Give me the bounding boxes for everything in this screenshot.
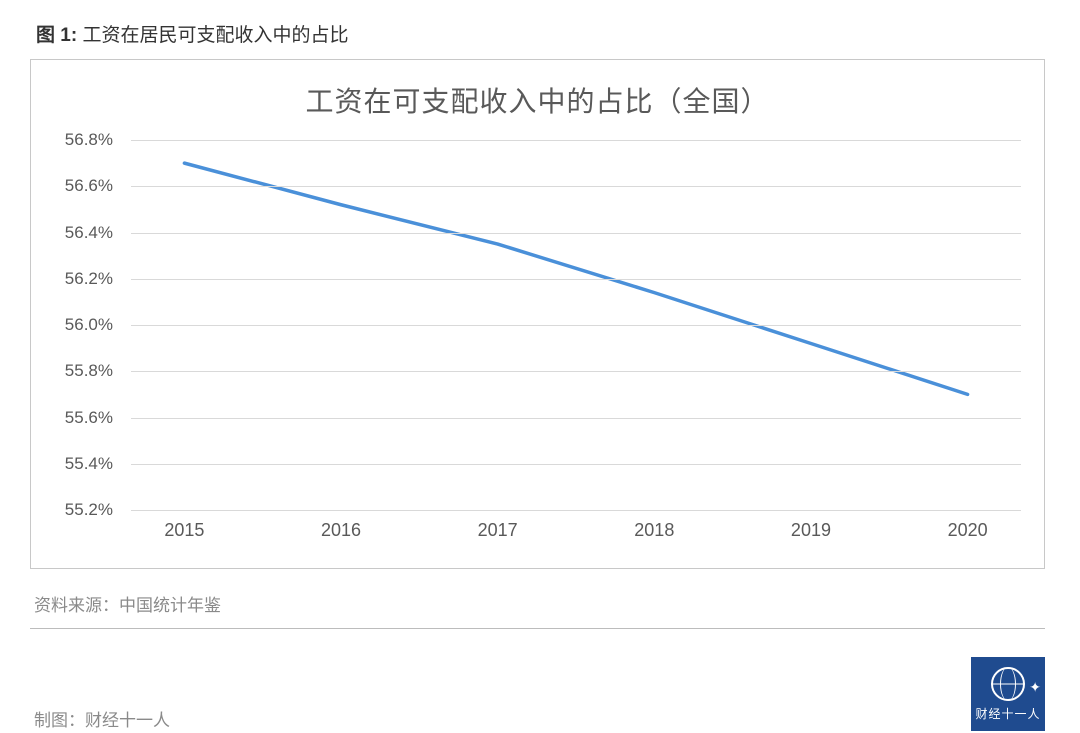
y-tick-label: 55.4% bbox=[65, 454, 113, 474]
y-tick-label: 55.8% bbox=[65, 361, 113, 381]
x-tick-label: 2016 bbox=[321, 520, 361, 541]
x-tick-label: 2017 bbox=[478, 520, 518, 541]
chart-title: 工资在可支配收入中的占比（全国） bbox=[31, 60, 1044, 120]
y-tick-label: 55.6% bbox=[65, 408, 113, 428]
x-tick-label: 2019 bbox=[791, 520, 831, 541]
runner-icon: ✦ bbox=[1029, 679, 1041, 696]
gridline bbox=[131, 140, 1021, 141]
plot-area bbox=[131, 140, 1021, 510]
y-tick-label: 56.0% bbox=[65, 315, 113, 335]
x-tick-label: 2015 bbox=[164, 520, 204, 541]
y-tick-label: 56.4% bbox=[65, 223, 113, 243]
gridline bbox=[131, 233, 1021, 234]
gridline bbox=[131, 186, 1021, 187]
x-axis: 2015 2016 2017 2018 2019 2020 bbox=[131, 520, 1021, 550]
figure-label-text: 工资在居民可支配收入中的占比 bbox=[82, 25, 348, 46]
figure-label-prefix: 图 1: bbox=[36, 25, 77, 46]
x-tick-label: 2020 bbox=[948, 520, 988, 541]
gridline bbox=[131, 371, 1021, 372]
publisher-logo: ✦ 财经十一人 bbox=[971, 657, 1045, 731]
x-tick-label: 2018 bbox=[634, 520, 674, 541]
globe-icon bbox=[991, 667, 1025, 701]
gridline bbox=[131, 464, 1021, 465]
gridline bbox=[131, 279, 1021, 280]
y-tick-label: 56.2% bbox=[65, 269, 113, 289]
gridline bbox=[131, 325, 1021, 326]
credit-row: 制图：财经十一人 ✦ 财经十一人 bbox=[30, 629, 1045, 731]
y-tick-label: 56.6% bbox=[65, 176, 113, 196]
credit-text: 制图：财经十一人 bbox=[30, 706, 170, 731]
chart-container: 工资在可支配收入中的占比（全国） 55.2% 55.4% 55.6% 55.8% 56.… bbox=[30, 59, 1045, 569]
gridline bbox=[131, 510, 1021, 511]
y-tick-label: 55.2% bbox=[65, 500, 113, 520]
y-tick-label: 56.8% bbox=[65, 130, 113, 150]
source-text: 资料来源：中国统计年鉴 bbox=[30, 583, 1045, 629]
gridline bbox=[131, 418, 1021, 419]
y-axis: 55.2%55.4%55.6%55.8%56.0%56.2%56.4%56.6%… bbox=[31, 140, 121, 510]
chart-footer: 资料来源：中国统计年鉴 制图：财经十一人 ✦ 财经十一人 bbox=[30, 583, 1045, 731]
figure-caption: 图 1: 工资在居民可支配收入中的占比 bbox=[30, 20, 1050, 47]
logo-text: 财经十一人 bbox=[975, 705, 1040, 722]
